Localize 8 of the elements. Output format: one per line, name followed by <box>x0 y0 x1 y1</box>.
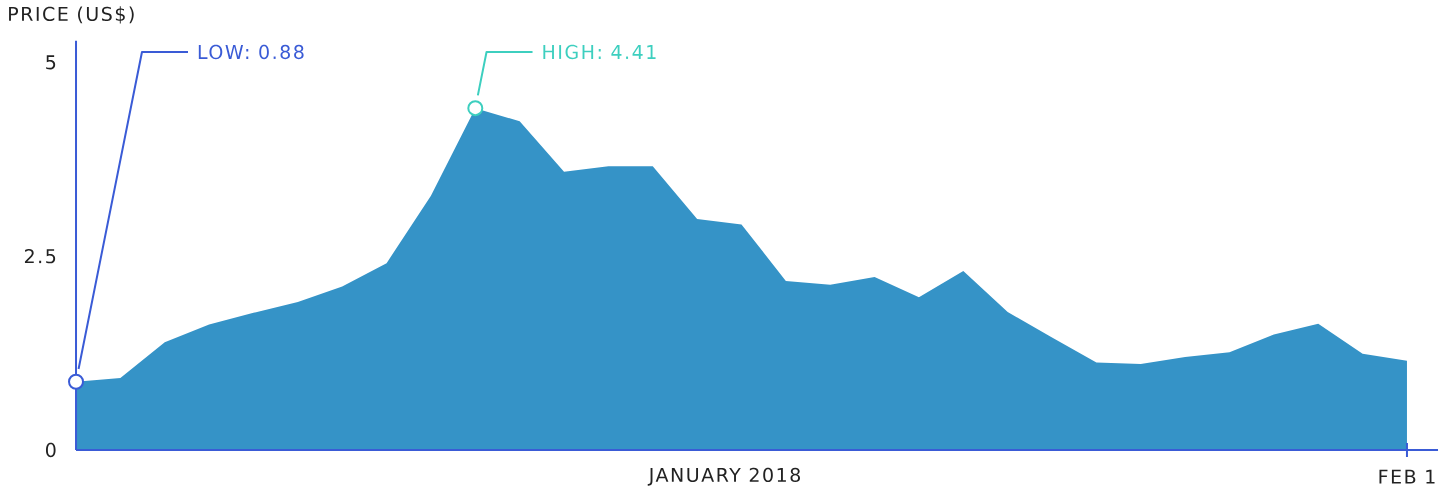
y-tick-label: 0 <box>45 442 56 458</box>
annotation: LOW: 0.88 <box>198 44 304 60</box>
y-tick-label: 2.5 <box>24 249 56 264</box>
annotation: HIGH: 4.41 <box>543 44 656 60</box>
y-tick-label: 5 <box>46 55 56 70</box>
text: FEB 1 <box>1379 469 1435 484</box>
y-axis-title: PRICE (US$) <box>9 6 134 24</box>
x-axis-title: JANUARY 2018 <box>647 467 800 486</box>
